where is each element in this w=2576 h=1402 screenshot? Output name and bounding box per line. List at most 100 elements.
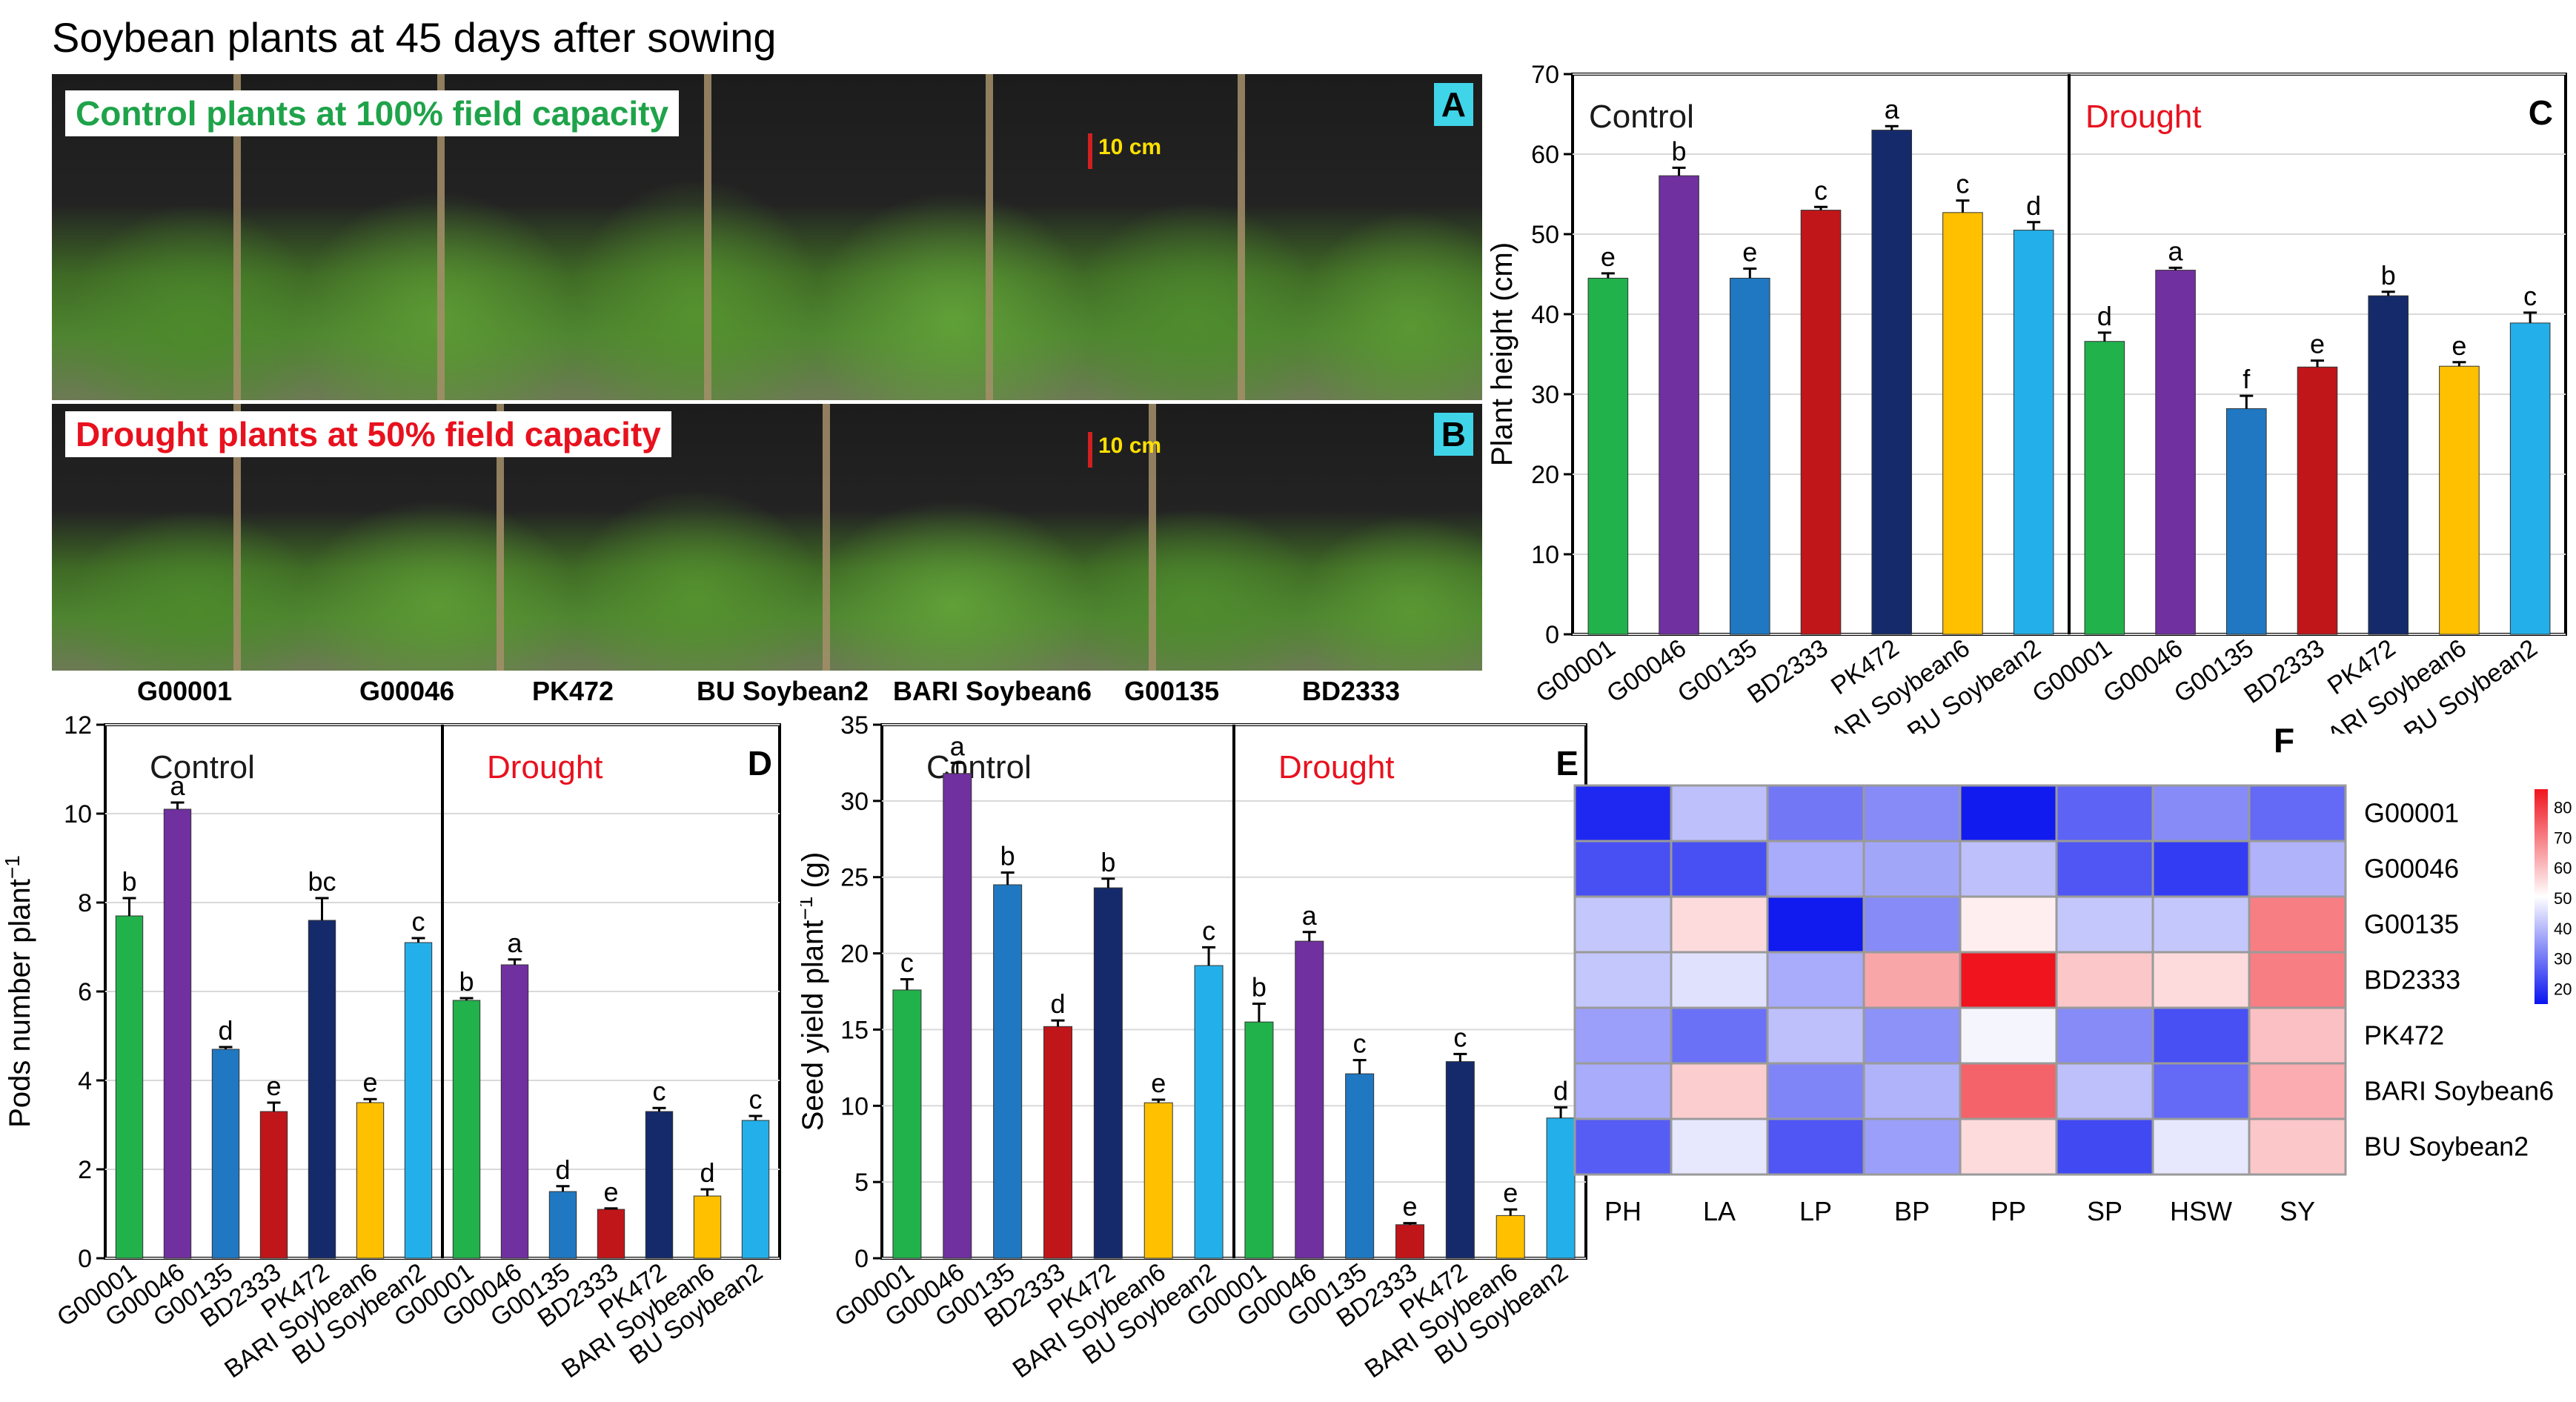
scale-label: 10 cm — [1098, 433, 1162, 458]
photo-cultivar-label: G00001 — [137, 676, 233, 706]
heatmap-cell — [1766, 1006, 1865, 1065]
bar-bd2333 — [1395, 1224, 1424, 1259]
heatmap-column-label: HSW — [2170, 1196, 2232, 1226]
support-pole — [1238, 74, 1245, 400]
heatmap-cell — [1862, 840, 1962, 898]
heatmap-column-label: SP — [2087, 1196, 2122, 1226]
bar-bd2333 — [2297, 366, 2338, 635]
bar-pk472 — [2368, 295, 2409, 635]
bar-g00046 — [943, 773, 972, 1259]
bar-g00001 — [2084, 341, 2125, 635]
bar-bd2333 — [597, 1209, 625, 1259]
colorbar-tick-label: 30 — [2554, 950, 2572, 969]
bar-g00046 — [500, 964, 529, 1259]
drought-group-label: Drought — [1278, 749, 1395, 785]
bar-bu-soybean2 — [404, 942, 433, 1259]
significance-letter: e — [266, 1071, 281, 1101]
heatmap-cell — [2248, 951, 2347, 1009]
y-axis-label: Plant height (cm) — [1486, 242, 1518, 466]
heatmap-column-label: BP — [1894, 1196, 1930, 1226]
significance-letter: b — [1672, 136, 1687, 166]
heatmap-cell — [1959, 784, 2058, 843]
heatmap-cell — [1862, 1117, 1962, 1176]
y-tick-label: 12 — [64, 711, 92, 740]
support-pole — [497, 404, 504, 671]
y-axis-label: Seed yield plant−1 (g) — [800, 852, 829, 1132]
significance-letter: b — [459, 966, 474, 997]
y-tick-label: 70 — [1531, 61, 1559, 89]
x-tick-label: G00046 — [2098, 634, 2188, 708]
significance-letter: c — [653, 1076, 666, 1106]
heatmap-row-label: BU Soybean2 — [2364, 1132, 2529, 1162]
heatmap-cell — [2151, 840, 2251, 898]
colorbar-tick-label: 50 — [2554, 889, 2572, 908]
heatmap-cell — [1670, 951, 1769, 1009]
heatmap-cell — [1573, 784, 1673, 843]
heatmap-cell — [2151, 951, 2251, 1009]
bar-bu-soybean2 — [741, 1120, 770, 1259]
heatmap-row-label: G00046 — [2364, 854, 2459, 884]
bar-g00001 — [115, 915, 144, 1259]
panel-tag: E — [1556, 744, 1579, 783]
heatmap-row-label: G00001 — [2364, 798, 2459, 828]
heatmap-cell — [2151, 1006, 2251, 1065]
y-tick-label: 25 — [840, 864, 869, 892]
heatmap-cell — [1959, 1117, 2058, 1176]
photo-cultivar-label: G00046 — [359, 676, 455, 706]
significance-letter: d — [2026, 190, 2041, 221]
y-tick-label: 5 — [854, 1169, 869, 1197]
bar-g00046 — [2155, 270, 2196, 635]
significance-letter: b — [122, 866, 136, 897]
heatmap-cell — [2248, 1117, 2347, 1176]
colorbar-tick-label: 80 — [2554, 799, 2572, 817]
support-pole — [704, 74, 711, 400]
significance-letter: a — [1885, 94, 1900, 124]
bar-g00001 — [1244, 1021, 1274, 1259]
support-pole — [823, 404, 830, 671]
heatmap-cell — [1766, 895, 1865, 954]
scale-label: 10 cm — [1098, 135, 1162, 159]
heatmap-cell — [1573, 951, 1673, 1009]
heatmap-cell — [1573, 895, 1673, 954]
bar-pk472 — [645, 1111, 674, 1259]
heatmap-cell — [1670, 784, 1769, 843]
control-group-label: Control — [150, 749, 255, 785]
significance-letter: e — [1402, 1192, 1417, 1222]
y-tick-label: 10 — [64, 800, 92, 828]
y-tick-label: 35 — [840, 711, 869, 740]
x-tick-label: G00135 — [1673, 634, 1762, 708]
bar-g00001 — [1587, 277, 1629, 635]
heatmap-cell — [2055, 951, 2154, 1009]
bar-bu-soybean2 — [1194, 965, 1224, 1259]
panel-tag: F — [2274, 721, 2294, 760]
colorbar-tick-label: 60 — [2554, 859, 2572, 877]
heatmap-cell — [2151, 784, 2251, 843]
bar-bd2333 — [1043, 1026, 1072, 1259]
panel-b-tag: B — [1433, 413, 1473, 456]
heatmap-cell — [1573, 1062, 1673, 1120]
significance-letter: e — [1742, 236, 1757, 267]
heatmap-column-label: LA — [1703, 1196, 1736, 1226]
significance-letter: a — [507, 928, 522, 958]
y-tick-label: 6 — [78, 978, 92, 1006]
significance-letter: c — [1956, 169, 1969, 199]
y-tick-label: 0 — [1545, 621, 1559, 649]
heatmap-cell — [1862, 784, 1962, 843]
heatmap-cell — [1766, 951, 1865, 1009]
heatmap-cell — [1862, 1062, 1962, 1120]
heatmap-cell — [2055, 1062, 2154, 1120]
y-axis-label-superscript: −1 — [800, 897, 817, 920]
heatmap-row-label: PK472 — [2364, 1020, 2444, 1051]
heatmap-cell — [2248, 784, 2347, 843]
heatmap-cell — [2055, 895, 2154, 954]
bar-bari-soybean6 — [1496, 1215, 1525, 1259]
heatmap-cell — [2248, 1062, 2347, 1120]
support-pole — [986, 74, 993, 400]
y-tick-label: 2 — [78, 1156, 92, 1184]
panel-a-tag: A — [1433, 83, 1473, 126]
heatmap-cell — [1862, 951, 1962, 1009]
y-axis-label-unit: (g) — [800, 852, 829, 897]
significance-letter: e — [2310, 329, 2325, 359]
y-tick-label: 30 — [840, 788, 869, 816]
